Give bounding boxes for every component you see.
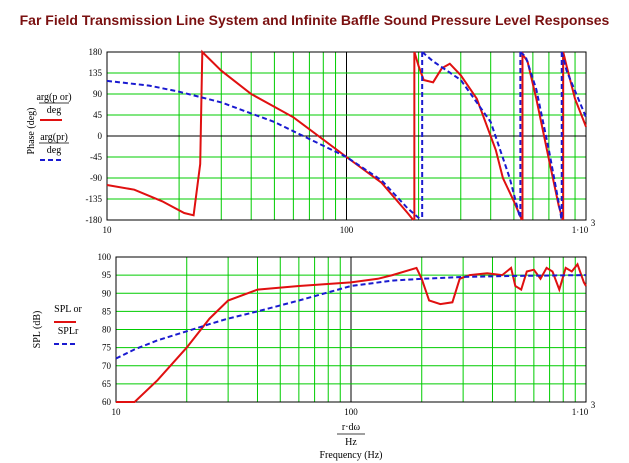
panel2-x-axis-label-num: r·dω: [342, 422, 361, 433]
panel2-y-tick-label: 100: [98, 252, 112, 262]
panel1-y-tick-label: 0: [98, 131, 103, 141]
panel2-x-tick-label: 1·10: [572, 407, 589, 417]
panel1-series-dashed: [106, 51, 587, 221]
panel2-y-tick-label: 65: [102, 379, 112, 389]
panel1-y-tick-label: -90: [90, 173, 102, 183]
panel1-legend-label: arg(pr): [40, 132, 68, 143]
panel1-legend-label-den: deg: [47, 145, 61, 156]
panel2-y-tick-label: 85: [102, 306, 112, 316]
panel1-series-solid: [106, 49, 587, 221]
panel1-y-axis-label: Phase (deg): [26, 108, 37, 155]
panel2-y-tick-label: 60: [102, 397, 112, 407]
panel1-frame: [106, 51, 587, 221]
panel2-x-tick-exponent: 3: [591, 400, 596, 410]
panel1-y-tick-label: 135: [89, 68, 103, 78]
panel2-x-axis-label-den: Hz: [345, 437, 357, 448]
panel1-x-tick-label: 100: [340, 225, 354, 235]
panel2-y-axis-label: SPL (dB): [32, 311, 43, 349]
panel2-y-tick-label: 90: [102, 288, 112, 298]
panel2-x-tick-label: 100: [344, 407, 358, 417]
panel2-x-axis-label: Frequency (Hz): [319, 450, 382, 461]
panel1-legend-label-den: deg: [47, 105, 61, 116]
panel1-y-tick-label: -45: [90, 152, 102, 162]
panel2-y-tick-label: 70: [102, 361, 112, 371]
panel1-y-tick-label: 45: [93, 110, 103, 120]
panel1-x-tick-exponent: 3: [591, 218, 596, 228]
page-title: Far Field Transmission Line System and I…: [19, 12, 610, 28]
panel1-x-tick-label: 10: [103, 225, 113, 235]
panel2-series-dashed: [115, 274, 587, 360]
panel2-frame: [115, 256, 587, 403]
panel2-legend-label: SPL or: [54, 304, 82, 315]
panel2-y-tick-label: 75: [102, 343, 112, 353]
panel1-legend-label: arg(p or): [36, 92, 71, 103]
panel2-legend-label: SPLr: [58, 326, 79, 337]
panel1-y-tick-label: -180: [86, 215, 103, 225]
panel1-x-tick-label: 1·10: [572, 225, 589, 235]
panel2-y-tick-label: 80: [102, 325, 112, 335]
panel1-y-tick-label: -135: [86, 194, 103, 204]
panel1-y-tick-label: 90: [93, 89, 103, 99]
panel1-y-tick-label: 180: [89, 47, 103, 57]
panel2-y-tick-label: 95: [102, 270, 112, 280]
panel2-x-tick-label: 10: [112, 407, 122, 417]
